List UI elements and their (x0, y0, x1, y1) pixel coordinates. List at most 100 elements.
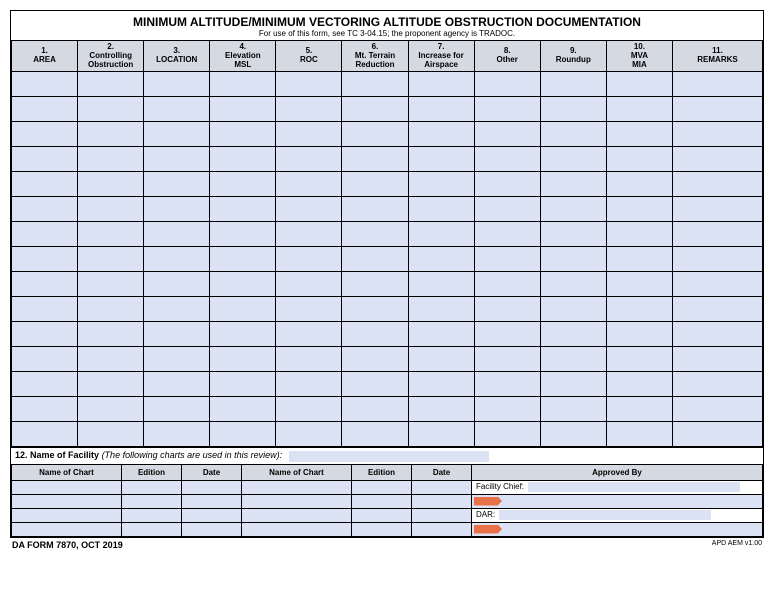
cell-input[interactable] (78, 222, 144, 247)
chart-cell[interactable] (352, 522, 412, 536)
cell-input[interactable] (540, 322, 606, 347)
cell-input[interactable] (342, 197, 408, 222)
cell-input[interactable] (540, 97, 606, 122)
cell-input[interactable] (276, 122, 342, 147)
cell-input[interactable] (606, 122, 672, 147)
cell-input[interactable] (78, 122, 144, 147)
cell-input[interactable] (474, 122, 540, 147)
cell-input[interactable] (474, 172, 540, 197)
cell-input[interactable] (673, 372, 763, 397)
facility-chief-input[interactable] (528, 482, 740, 492)
cell-input[interactable] (342, 272, 408, 297)
cell-input[interactable] (540, 422, 606, 447)
cell-input[interactable] (144, 397, 210, 422)
chart-cell[interactable] (352, 480, 412, 494)
chart-cell[interactable] (412, 522, 472, 536)
cell-input[interactable] (12, 147, 78, 172)
cell-input[interactable] (474, 147, 540, 172)
cell-input[interactable] (342, 372, 408, 397)
cell-input[interactable] (606, 322, 672, 347)
cell-input[interactable] (606, 72, 672, 97)
chart-cell[interactable] (352, 494, 412, 508)
cell-input[interactable] (606, 297, 672, 322)
cell-input[interactable] (606, 222, 672, 247)
cell-input[interactable] (144, 297, 210, 322)
cell-input[interactable] (12, 322, 78, 347)
cell-input[interactable] (474, 197, 540, 222)
cell-input[interactable] (276, 72, 342, 97)
cell-input[interactable] (342, 72, 408, 97)
cell-input[interactable] (144, 97, 210, 122)
cell-input[interactable] (540, 297, 606, 322)
cell-input[interactable] (12, 422, 78, 447)
cell-input[interactable] (210, 397, 276, 422)
cell-input[interactable] (408, 147, 474, 172)
cell-input[interactable] (276, 172, 342, 197)
cell-input[interactable] (144, 322, 210, 347)
cell-input[interactable] (673, 247, 763, 272)
cell-input[interactable] (12, 372, 78, 397)
cell-input[interactable] (606, 422, 672, 447)
cell-input[interactable] (540, 222, 606, 247)
cell-input[interactable] (78, 322, 144, 347)
cell-input[interactable] (144, 247, 210, 272)
cell-input[interactable] (474, 347, 540, 372)
cell-input[interactable] (144, 272, 210, 297)
cell-input[interactable] (606, 172, 672, 197)
chart-cell[interactable] (412, 480, 472, 494)
cell-input[interactable] (474, 372, 540, 397)
cell-input[interactable] (540, 247, 606, 272)
cell-input[interactable] (606, 272, 672, 297)
cell-input[interactable] (408, 322, 474, 347)
cell-input[interactable] (342, 247, 408, 272)
cell-input[interactable] (276, 97, 342, 122)
cell-input[interactable] (210, 422, 276, 447)
chart-cell[interactable] (352, 508, 412, 522)
cell-input[interactable] (408, 122, 474, 147)
cell-input[interactable] (342, 97, 408, 122)
chart-cell[interactable] (182, 522, 242, 536)
cell-input[interactable] (276, 297, 342, 322)
chart-cell[interactable] (412, 508, 472, 522)
cell-input[interactable] (408, 297, 474, 322)
cell-input[interactable] (12, 172, 78, 197)
cell-input[interactable] (276, 247, 342, 272)
cell-input[interactable] (606, 397, 672, 422)
cell-input[interactable] (12, 197, 78, 222)
cell-input[interactable] (408, 397, 474, 422)
cell-input[interactable] (12, 247, 78, 272)
cell-input[interactable] (540, 122, 606, 147)
chart-cell[interactable] (242, 522, 352, 536)
cell-input[interactable] (474, 222, 540, 247)
cell-input[interactable] (474, 97, 540, 122)
chart-cell[interactable] (182, 480, 242, 494)
cell-input[interactable] (408, 247, 474, 272)
cell-input[interactable] (408, 72, 474, 97)
cell-input[interactable] (474, 297, 540, 322)
cell-input[interactable] (144, 172, 210, 197)
cell-input[interactable] (342, 397, 408, 422)
cell-input[interactable] (210, 322, 276, 347)
cell-input[interactable] (673, 72, 763, 97)
cell-input[interactable] (540, 172, 606, 197)
chart-cell[interactable] (242, 480, 352, 494)
cell-input[interactable] (276, 197, 342, 222)
dar-input[interactable] (499, 510, 711, 520)
chart-cell[interactable] (12, 508, 122, 522)
chart-cell[interactable] (242, 508, 352, 522)
cell-input[interactable] (78, 397, 144, 422)
cell-input[interactable] (408, 272, 474, 297)
cell-input[interactable] (144, 422, 210, 447)
cell-input[interactable] (540, 197, 606, 222)
cell-input[interactable] (673, 122, 763, 147)
cell-input[interactable] (408, 172, 474, 197)
cell-input[interactable] (606, 197, 672, 222)
cell-input[interactable] (673, 197, 763, 222)
cell-input[interactable] (673, 322, 763, 347)
cell-input[interactable] (408, 197, 474, 222)
chart-cell[interactable] (412, 494, 472, 508)
cell-input[interactable] (606, 372, 672, 397)
chart-cell[interactable] (182, 494, 242, 508)
cell-input[interactable] (474, 422, 540, 447)
cell-input[interactable] (78, 197, 144, 222)
